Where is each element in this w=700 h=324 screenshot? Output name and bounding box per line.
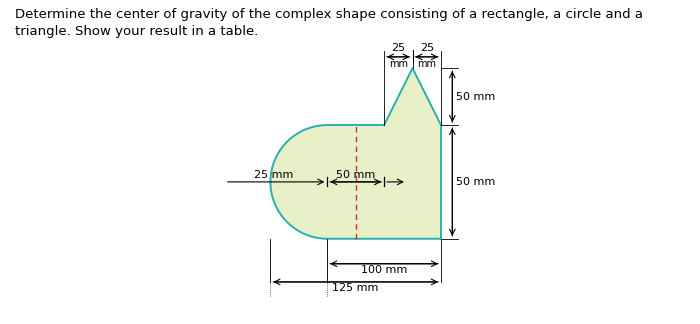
Text: 25: 25 [391, 43, 405, 53]
Text: 125 mm: 125 mm [332, 283, 379, 293]
Text: 100 mm: 100 mm [361, 265, 407, 275]
Text: Determine the center of gravity of the complex shape consisting of a rectangle, : Determine the center of gravity of the c… [15, 8, 643, 38]
Text: mm: mm [389, 59, 408, 69]
Text: 50 mm: 50 mm [456, 177, 495, 187]
Text: 50 mm: 50 mm [336, 170, 375, 179]
Text: 50 mm: 50 mm [456, 92, 495, 102]
Text: 25: 25 [420, 43, 434, 53]
Polygon shape [270, 68, 441, 239]
Text: 25 mm: 25 mm [254, 170, 293, 179]
Text: mm: mm [417, 59, 436, 69]
